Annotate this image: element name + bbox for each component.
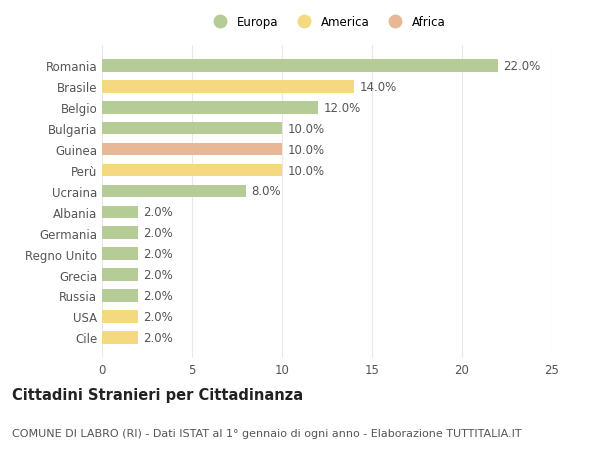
Bar (102, 144, 282, 156)
Text: COMUNE DI LABRO (RI) - Dati ISTAT al 1° gennaio di ogni anno - Elaborazione TUTT: COMUNE DI LABRO (RI) - Dati ISTAT al 1° … (12, 428, 521, 438)
Text: 2.0%: 2.0% (143, 269, 173, 281)
Bar (102, 310, 138, 323)
Bar (102, 269, 138, 281)
Text: 22.0%: 22.0% (503, 60, 541, 73)
Bar (102, 81, 354, 94)
Bar (102, 164, 282, 177)
Text: Cittadini Stranieri per Cittadinanza: Cittadini Stranieri per Cittadinanza (12, 387, 303, 403)
Text: 2.0%: 2.0% (143, 227, 173, 240)
Text: 10.0%: 10.0% (287, 143, 325, 156)
Text: 10.0%: 10.0% (287, 123, 325, 135)
Bar (102, 123, 282, 135)
Text: 2.0%: 2.0% (143, 248, 173, 261)
Text: 12.0%: 12.0% (323, 101, 361, 115)
Bar (102, 290, 138, 302)
Bar (102, 102, 318, 114)
Text: 2.0%: 2.0% (143, 331, 173, 344)
Text: 8.0%: 8.0% (251, 185, 281, 198)
Bar (102, 185, 246, 198)
Bar (102, 227, 138, 240)
Bar (102, 206, 138, 218)
Text: 2.0%: 2.0% (143, 206, 173, 219)
Text: 14.0%: 14.0% (359, 81, 397, 94)
Text: 2.0%: 2.0% (143, 310, 173, 323)
Bar (102, 331, 138, 344)
Text: 2.0%: 2.0% (143, 289, 173, 302)
Legend: Europa, America, Africa: Europa, America, Africa (203, 11, 451, 34)
Text: 10.0%: 10.0% (287, 164, 325, 177)
Bar (102, 248, 138, 260)
Bar (102, 60, 498, 73)
